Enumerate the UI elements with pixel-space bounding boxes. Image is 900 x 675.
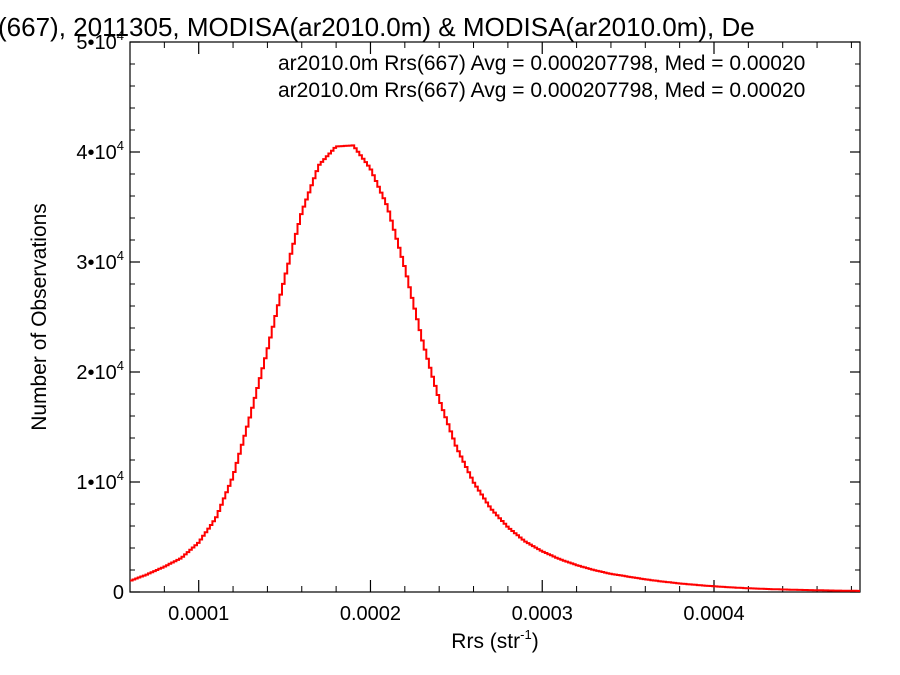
y-tick-label: 5•104 <box>76 28 124 54</box>
legend-entry-black: ar2010.0m Rrs(667) Avg = 0.000207798, Me… <box>278 52 805 75</box>
x-axis-label-exponent: -1 <box>520 627 532 642</box>
y-tick-label: 1•104 <box>76 468 124 494</box>
y-tick-label: 3•104 <box>76 248 124 274</box>
plot-frame <box>129 41 861 593</box>
y-tick-label: 0 <box>113 582 124 604</box>
y-tick-label: 4•104 <box>76 138 124 164</box>
x-tick-label: 0.0002 <box>340 603 401 625</box>
y-axis: 0 1•104 2•104 3•104 4•104 5•104 <box>76 28 860 604</box>
x-axis-label: Rrs (str-1) <box>451 627 538 653</box>
x-tick-label: 0.0004 <box>683 603 744 625</box>
x-axis: 0.0001 0.0002 0.0003 0.0004 <box>129 42 852 625</box>
legend: ar2010.0m Rrs(667) Avg = 0.000207798, Me… <box>278 52 805 102</box>
x-axis-label-main: Rrs (str <box>451 630 520 653</box>
chart-title: (667), 2011305, MODISA(ar2010.0m) & MODI… <box>0 12 755 42</box>
x-tick-label: 0.0003 <box>512 603 573 625</box>
histogram-series <box>130 144 860 592</box>
y-tick-label: 2•104 <box>76 358 124 384</box>
y-axis-label: Number of Observations <box>28 203 51 431</box>
x-axis-label-close: ) <box>532 630 539 653</box>
legend-entry-red: ar2010.0m Rrs(667) Avg = 0.000207798, Me… <box>278 79 805 102</box>
x-tick-label: 0.0001 <box>168 603 229 625</box>
